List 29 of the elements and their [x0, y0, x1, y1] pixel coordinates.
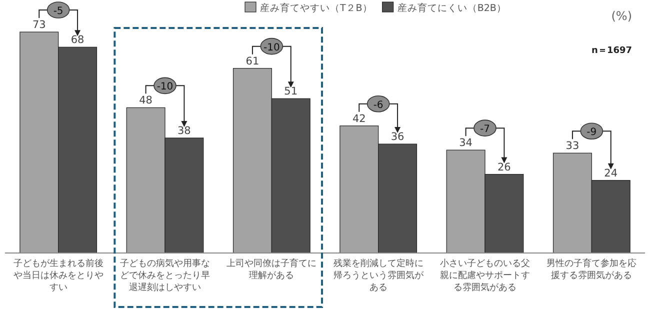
legend-label: 産み育てにくい（B2B） [397, 2, 506, 14]
x-tick-label: 男性の子育て参加を応援する雰囲気がある [546, 258, 637, 281]
data-label: 68 [70, 34, 84, 46]
legend-item: 産み育てやすい（T２B） [244, 2, 372, 14]
annotation: -6 [373, 100, 384, 111]
data-label: 36 [390, 131, 405, 144]
x-tick-label: 子どもの病気や用事などで休みをとったり早退遅刻はしやすい [120, 258, 210, 293]
data-label: 73 [32, 19, 46, 31]
data-label: 26 [498, 161, 512, 174]
annotation: -9 [586, 127, 597, 138]
x-tick-label: 小さい子どものいる父親に配慮やサポートする雰囲気がある [440, 258, 530, 293]
data-label: 33 [566, 140, 580, 152]
annotation: n＝1697 [592, 46, 632, 56]
x-tick-label: 上司や同僚は子育てに理解がある [226, 258, 317, 281]
annotation: -7 [480, 124, 490, 136]
legend-item: 産み育てにくい（B2B） [382, 2, 506, 14]
data-label: 48 [139, 94, 152, 107]
data-label: 51 [284, 86, 298, 98]
annotation: -10 [156, 82, 174, 93]
data-label: 61 [246, 55, 260, 68]
data-label: 34 [459, 137, 473, 150]
legend-label: 産み育てやすい（T２B） [260, 2, 372, 14]
x-tick-label: 子どもが生まれる前後や当日は休みをとりやすい [13, 258, 104, 293]
data-label: 38 [178, 124, 191, 137]
text: (%) [611, 9, 632, 23]
data-label: 42 [352, 112, 366, 125]
annotation: -10 [263, 42, 280, 54]
x-tick-label: 残業を削減して定時に帰ろうという雰囲気がある [333, 258, 424, 293]
data-label: 24 [604, 167, 618, 180]
